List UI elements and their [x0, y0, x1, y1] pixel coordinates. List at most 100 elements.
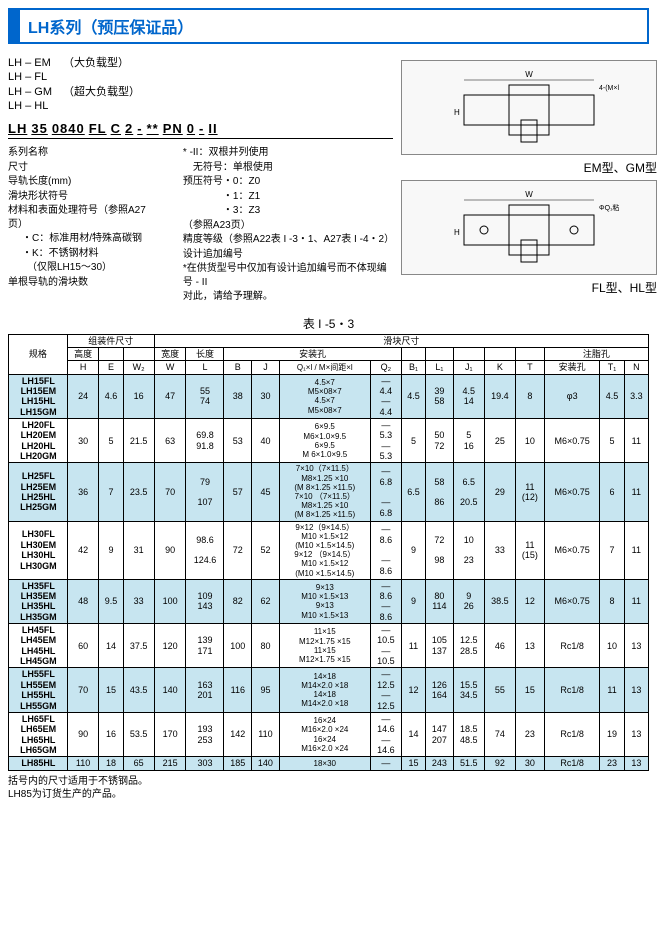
code-token: LH: [8, 121, 27, 136]
table-cell: 14: [401, 712, 425, 756]
legend-item: 导轨长度(mm): [8, 175, 153, 189]
table-cell: Rc1/8: [544, 624, 600, 668]
column-header: B₁: [401, 361, 425, 374]
table-cell: 15: [401, 757, 425, 770]
table-cell: 9: [401, 579, 425, 623]
diagram-label-1: EM型、GM型: [401, 159, 657, 176]
table-cell: 24: [67, 374, 99, 418]
table-cell: 13: [515, 624, 544, 668]
table-cell: LH30FLLH30EMLH30HLLH30GM: [9, 521, 68, 579]
table-cell: 80: [252, 624, 280, 668]
col-length: 长度: [186, 348, 224, 361]
col-model: 规格: [9, 334, 68, 374]
table-cell: —10.5—10.5: [370, 624, 401, 668]
table-cell: 147207: [426, 712, 454, 756]
table-cell: 51.5: [453, 757, 484, 770]
code-token: 0: [187, 121, 195, 136]
table-cell: 14: [99, 624, 123, 668]
table-cell: 120: [154, 624, 186, 668]
table-cell: 11: [600, 668, 624, 712]
column-header: E: [99, 361, 123, 374]
column-header: Q₁×l / M×间距×l: [279, 361, 370, 374]
table-cell: M6×0.75: [544, 463, 600, 521]
table-cell: M6×0.75: [544, 419, 600, 463]
table-cell: 100: [224, 624, 252, 668]
table-cell: 215: [154, 757, 186, 770]
table-cell: 63: [154, 419, 186, 463]
table-cell: LH15FLLH15EMLH15HLLH15GM: [9, 374, 68, 418]
spec-table: 规格 组装件尺寸 滑块尺寸 高度 宽度 长度 安装孔 注脂孔 HEW₂WLBJQ…: [8, 334, 649, 771]
table-cell: 11: [624, 579, 648, 623]
table-cell: —12.5—12.5: [370, 668, 401, 712]
column-header: B: [224, 361, 252, 374]
table-cell: 303: [186, 757, 224, 770]
code-token: 0840: [52, 121, 85, 136]
table-cell: LH20FLLH20EMLH20HLLH20GM: [9, 419, 68, 463]
footnote-line: LH85为订货生产的产品。: [8, 788, 649, 801]
column-header: L: [186, 361, 224, 374]
table-cell: 53: [224, 419, 252, 463]
legend-item: 系列名称: [8, 146, 153, 160]
table-cell: 11: [624, 419, 648, 463]
diagram-label-2: FL型、HL型: [401, 279, 657, 296]
table-cell: 5886: [426, 463, 454, 521]
legend-right: * -II：双根并列使用 无符号：单根使用预压符号・0：Z0 ・1：Z1 ・3：…: [183, 145, 393, 305]
column-header: N: [624, 361, 648, 374]
table-cell: 10: [515, 419, 544, 463]
table-cell: Rc1/8: [544, 757, 600, 770]
table-cell: 14×18M14×2.0 ×1814×18M14×2.0 ×18: [279, 668, 370, 712]
table-cell: 15: [99, 668, 123, 712]
table-cell: 11(12): [515, 463, 544, 521]
table-cell: 6: [600, 463, 624, 521]
column-header: W₂: [123, 361, 154, 374]
legend-left: 系列名称尺寸导轨长度(mm)滑块形状符号材料和表面处理符号（参照A27页）・C：…: [8, 145, 153, 305]
table-cell: 13: [624, 624, 648, 668]
table-cell: 193253: [186, 712, 224, 756]
table-cell: 80114: [426, 579, 454, 623]
legend-item: ・K：不锈钢材料: [22, 247, 153, 261]
table-cell: 33: [484, 521, 515, 579]
legend-item: ・1：Z1: [183, 190, 393, 204]
table-cell: 170: [154, 712, 186, 756]
table-cell: 90: [154, 521, 186, 579]
table-cell: 6.5: [401, 463, 425, 521]
col-mount-hole: 安装孔: [224, 348, 401, 361]
table-cell: LH45FLLH45EMLH45HLLH45GM: [9, 624, 68, 668]
model-line: LH – FL: [8, 70, 393, 84]
table-cell: 12.528.5: [453, 624, 484, 668]
table-row: LH65FLLH65EMLH65HLLH65GM901653.517019325…: [9, 712, 649, 756]
svg-text:4-(M×l): 4-(M×l): [599, 85, 619, 92]
table-row: LH35FLLH35EMLH35HLLH35GM489.533100109143…: [9, 579, 649, 623]
table-cell: 16: [99, 712, 123, 756]
table-cell: 4.6: [99, 374, 123, 418]
column-header: J₁: [453, 361, 484, 374]
table-cell: 18×30: [279, 757, 370, 770]
column-header: 安装孔: [544, 361, 600, 374]
table-cell: 57: [224, 463, 252, 521]
table-cell: 53.5: [123, 712, 154, 756]
svg-text:ΦQ₁粘孔: ΦQ₁粘孔: [599, 203, 619, 212]
table-cell: 926: [453, 579, 484, 623]
table-cell: M6×0.75: [544, 579, 600, 623]
column-header: K: [484, 361, 515, 374]
table-cell: 142: [224, 712, 252, 756]
table-cell: 4.514: [453, 374, 484, 418]
col-grease-hole: 注脂孔: [544, 348, 648, 361]
table-cell: 52: [252, 521, 280, 579]
col-height: 高度: [67, 348, 99, 361]
table-cell: 5072: [426, 419, 454, 463]
table-cell: 5574: [186, 374, 224, 418]
table-cell: 70: [67, 668, 99, 712]
table-cell: Rc1/8: [544, 712, 600, 756]
table-cell: 9: [99, 521, 123, 579]
code-token: 2: [125, 121, 133, 136]
legend-item: 单根导轨的滑块数: [8, 276, 153, 290]
table-cell: Rc1/8: [544, 668, 600, 712]
table-cell: 243: [426, 757, 454, 770]
table-cell: 25: [484, 419, 515, 463]
table-cell: 13: [624, 668, 648, 712]
table-cell: 1023: [453, 521, 484, 579]
table-cell: —8.6—8.6: [370, 521, 401, 579]
table-cell: 12: [515, 579, 544, 623]
table-cell: 11: [401, 624, 425, 668]
